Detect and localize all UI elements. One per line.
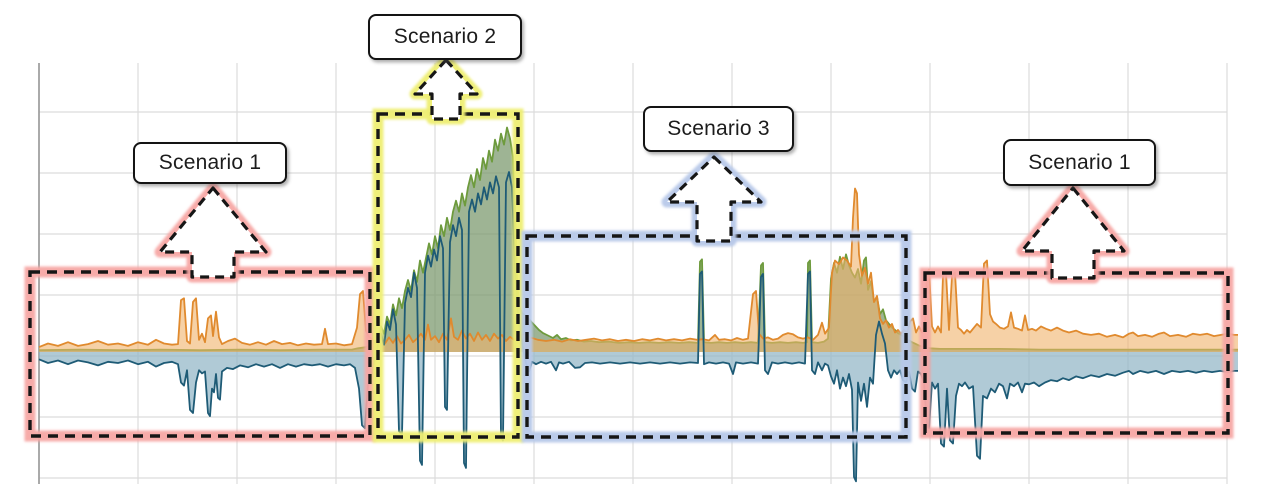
scenario-label-1-right: Scenario 1 [1003,139,1156,186]
scenario-label-2: Scenario 2 [368,14,522,60]
scenario-label-1-left: Scenario 1 [133,142,287,184]
scenario-label-3: Scenario 3 [643,106,794,152]
data-series [38,126,1238,483]
annotation-shapes [24,54,1234,443]
